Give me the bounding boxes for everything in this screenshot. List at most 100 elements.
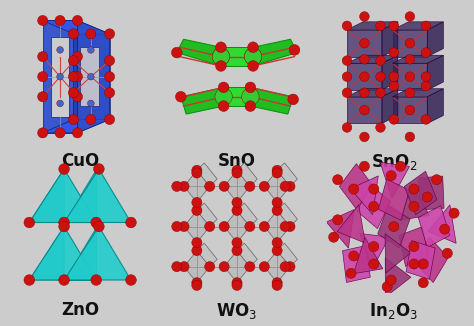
Polygon shape xyxy=(64,227,131,280)
Circle shape xyxy=(389,115,399,124)
Polygon shape xyxy=(253,39,297,66)
Circle shape xyxy=(360,38,369,48)
Circle shape xyxy=(91,217,101,228)
Circle shape xyxy=(272,245,282,256)
Polygon shape xyxy=(184,251,210,283)
Circle shape xyxy=(37,52,48,62)
Circle shape xyxy=(57,100,64,107)
Polygon shape xyxy=(51,37,70,117)
Circle shape xyxy=(104,88,115,98)
Circle shape xyxy=(126,275,137,285)
Circle shape xyxy=(88,47,94,53)
Circle shape xyxy=(409,184,419,194)
Circle shape xyxy=(389,81,399,91)
Polygon shape xyxy=(197,163,217,186)
Circle shape xyxy=(386,170,396,181)
Polygon shape xyxy=(399,227,429,266)
Circle shape xyxy=(272,280,282,290)
Circle shape xyxy=(73,72,82,82)
Circle shape xyxy=(86,29,96,39)
Polygon shape xyxy=(418,206,450,247)
Polygon shape xyxy=(224,251,250,283)
Circle shape xyxy=(395,161,406,171)
Circle shape xyxy=(172,181,182,191)
Polygon shape xyxy=(378,205,410,248)
Circle shape xyxy=(421,72,431,82)
Circle shape xyxy=(205,181,215,191)
Circle shape xyxy=(212,48,229,65)
Circle shape xyxy=(272,205,282,215)
Circle shape xyxy=(179,221,189,231)
Circle shape xyxy=(272,237,282,248)
Polygon shape xyxy=(427,55,443,90)
Polygon shape xyxy=(414,237,448,283)
Polygon shape xyxy=(43,21,109,34)
Circle shape xyxy=(232,278,242,288)
Polygon shape xyxy=(237,163,257,186)
Polygon shape xyxy=(64,169,96,222)
Circle shape xyxy=(376,21,385,31)
Circle shape xyxy=(57,47,64,53)
Circle shape xyxy=(59,221,70,232)
Circle shape xyxy=(421,115,431,124)
Circle shape xyxy=(24,217,35,228)
Polygon shape xyxy=(378,179,410,220)
Circle shape xyxy=(349,251,359,261)
Circle shape xyxy=(349,184,359,194)
Polygon shape xyxy=(181,87,224,114)
Polygon shape xyxy=(43,120,109,133)
Polygon shape xyxy=(184,211,210,243)
Circle shape xyxy=(409,201,419,212)
Circle shape xyxy=(88,73,94,80)
Circle shape xyxy=(376,88,385,97)
Polygon shape xyxy=(382,55,398,90)
Polygon shape xyxy=(80,47,99,106)
Circle shape xyxy=(245,48,262,65)
Polygon shape xyxy=(404,171,437,215)
Circle shape xyxy=(68,72,79,82)
Circle shape xyxy=(205,261,215,272)
Circle shape xyxy=(245,82,256,93)
Circle shape xyxy=(126,217,137,228)
Circle shape xyxy=(405,88,415,97)
Polygon shape xyxy=(347,63,382,90)
Polygon shape xyxy=(237,203,257,227)
Circle shape xyxy=(342,88,352,97)
Polygon shape xyxy=(277,203,297,227)
Polygon shape xyxy=(337,205,365,243)
Polygon shape xyxy=(277,243,297,267)
Circle shape xyxy=(216,61,226,71)
Circle shape xyxy=(192,165,202,175)
Polygon shape xyxy=(392,97,427,124)
Circle shape xyxy=(376,56,385,66)
Circle shape xyxy=(285,181,295,191)
Polygon shape xyxy=(277,203,297,227)
Circle shape xyxy=(245,181,255,191)
Polygon shape xyxy=(64,227,96,280)
Circle shape xyxy=(88,100,94,107)
Circle shape xyxy=(91,275,101,285)
Polygon shape xyxy=(77,21,109,133)
Circle shape xyxy=(172,261,182,272)
Polygon shape xyxy=(264,211,290,243)
Circle shape xyxy=(333,175,343,185)
Circle shape xyxy=(245,221,255,231)
Circle shape xyxy=(369,259,379,269)
Circle shape xyxy=(73,128,82,138)
Circle shape xyxy=(216,42,226,52)
Polygon shape xyxy=(29,227,64,280)
Circle shape xyxy=(272,165,282,175)
Circle shape xyxy=(73,52,82,62)
Circle shape xyxy=(37,72,48,82)
Circle shape xyxy=(333,215,343,225)
Circle shape xyxy=(93,164,104,174)
Text: SnO$_2$: SnO$_2$ xyxy=(371,152,417,171)
Circle shape xyxy=(212,48,229,65)
Circle shape xyxy=(172,221,182,231)
Circle shape xyxy=(248,61,258,71)
Circle shape xyxy=(175,91,186,102)
Polygon shape xyxy=(392,63,427,90)
Circle shape xyxy=(422,192,432,202)
Polygon shape xyxy=(64,169,131,222)
Circle shape xyxy=(360,105,369,115)
